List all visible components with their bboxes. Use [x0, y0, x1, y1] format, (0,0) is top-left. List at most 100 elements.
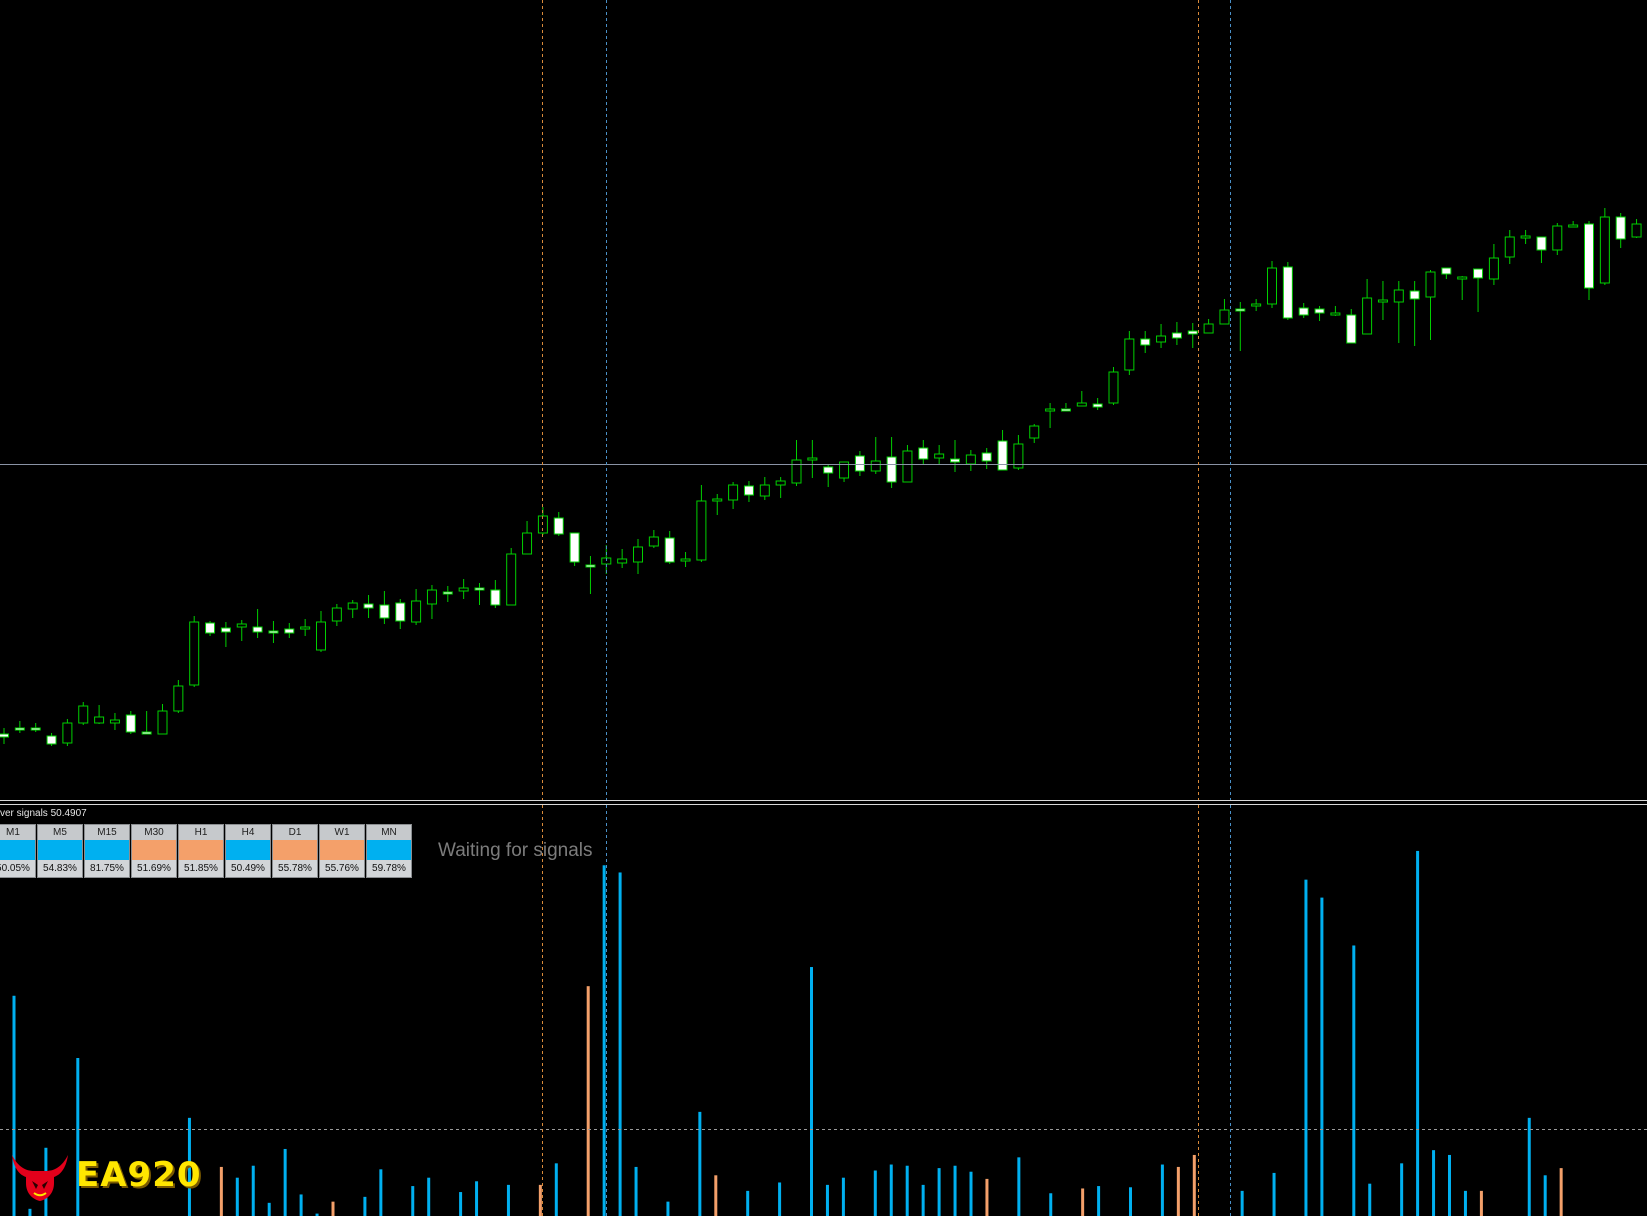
signal-bar [666, 1201, 670, 1216]
chart-separator[interactable] [0, 800, 1647, 805]
candle [1520, 230, 1531, 244]
candle [252, 609, 263, 638]
candle [1473, 268, 1484, 312]
signal-bar [937, 1168, 941, 1216]
candle [1187, 323, 1198, 348]
candle-body [1520, 235, 1531, 239]
candle-body [1203, 323, 1214, 334]
signal-direction-swatch [85, 840, 129, 860]
candle [664, 531, 675, 564]
candle [284, 623, 295, 638]
bull-logo-icon [12, 1155, 68, 1201]
candle-body [1488, 257, 1499, 280]
signal-status-text: Waiting for signals [438, 840, 593, 861]
candle-body [1219, 309, 1230, 325]
signal-bar [28, 1208, 32, 1216]
timeframe-cell-h1: H1 51.85% [178, 824, 224, 878]
signal-bar [1416, 850, 1420, 1216]
candle-body [759, 484, 770, 497]
candle-body [696, 500, 707, 561]
signal-bar [1017, 1157, 1021, 1216]
timeframe-cell-m15: M15 81.75% [84, 824, 130, 878]
candle-body [1377, 299, 1388, 303]
candle [347, 600, 358, 618]
candle [965, 450, 976, 471]
price-chart[interactable] [0, 0, 1647, 800]
signal-bar [1129, 1187, 1132, 1216]
candle [1362, 279, 1373, 335]
candle-body [78, 705, 89, 724]
timeframe-label: M15 [85, 825, 129, 840]
candle [553, 512, 564, 536]
candle-body [680, 558, 691, 562]
candle [1108, 367, 1119, 405]
timeframe-label: D1 [273, 825, 317, 840]
candle-body [506, 553, 517, 606]
candle-body [1029, 425, 1040, 439]
candle [411, 589, 422, 625]
signal-bar [187, 1117, 191, 1216]
candle-body [1425, 271, 1436, 298]
candle [1631, 219, 1642, 238]
candle [680, 552, 691, 567]
candle [1377, 281, 1388, 320]
timeframe-cell-m30: M30 51.69% [131, 824, 177, 878]
signal-strength-value: 50.49% [226, 860, 270, 877]
candle [1330, 306, 1341, 316]
candle-body [331, 607, 342, 622]
candle-body [1631, 223, 1642, 238]
candle-body [395, 602, 406, 622]
candle [823, 464, 834, 487]
signal-bar [251, 1165, 255, 1216]
candle [1092, 398, 1103, 410]
candle [934, 445, 945, 465]
candle-body [1092, 403, 1103, 408]
candle-body [458, 587, 469, 592]
candle [220, 622, 231, 647]
candle [569, 532, 580, 566]
signal-bar [985, 1178, 989, 1216]
candle [109, 713, 120, 730]
candle-body [1108, 371, 1119, 404]
candle-body [1504, 236, 1515, 258]
candle-body [442, 591, 453, 595]
candle [712, 494, 723, 515]
candle-body [205, 622, 216, 634]
candle-body [62, 722, 73, 744]
signal-bar [618, 872, 622, 1216]
candle [426, 585, 437, 619]
candle [363, 595, 374, 618]
candle-body [1171, 332, 1182, 339]
signal-bar [889, 1164, 893, 1216]
candle [743, 481, 754, 502]
candle-body [1045, 408, 1056, 412]
candle [316, 611, 326, 652]
signal-bar [1368, 1183, 1372, 1216]
candle [1076, 391, 1087, 407]
candle [1425, 270, 1436, 340]
candle-body [1076, 402, 1087, 407]
signal-bar [1400, 1163, 1404, 1216]
candle-body [728, 484, 739, 501]
candle-body [1140, 338, 1151, 346]
candle-body [775, 480, 786, 486]
candle [1124, 331, 1135, 375]
timeframe-label: M5 [38, 825, 82, 840]
timeframe-cell-h4: H4 50.49% [225, 824, 271, 878]
timeframe-label: H4 [226, 825, 270, 840]
candle-body [743, 485, 754, 496]
signal-bar [1352, 945, 1356, 1216]
candle-body [585, 564, 596, 568]
signal-histogram[interactable] [0, 805, 1647, 1216]
candle [728, 482, 739, 509]
signal-bar [873, 1170, 877, 1216]
candle [1599, 208, 1610, 285]
candle [0, 728, 9, 744]
candle-body [1187, 330, 1198, 335]
candle [1409, 281, 1420, 346]
candle-body [316, 621, 326, 651]
candle-body [300, 626, 311, 630]
signal-bar [379, 1169, 383, 1216]
signal-bar [1081, 1188, 1085, 1216]
candle [1045, 403, 1056, 428]
